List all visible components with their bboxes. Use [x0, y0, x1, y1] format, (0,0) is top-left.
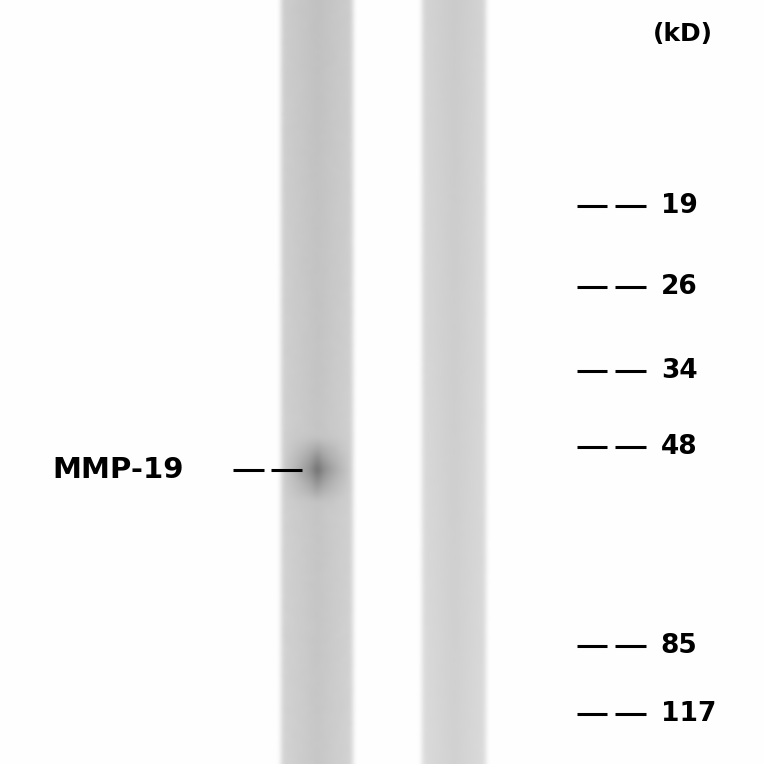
Text: 48: 48 [661, 434, 698, 460]
Text: 85: 85 [661, 633, 698, 659]
Text: 117: 117 [661, 701, 716, 727]
Text: 19: 19 [661, 193, 698, 219]
Text: MMP-19: MMP-19 [53, 456, 184, 484]
Text: 26: 26 [661, 274, 698, 299]
Text: (kD): (kD) [653, 22, 714, 47]
Text: 34: 34 [661, 358, 698, 384]
